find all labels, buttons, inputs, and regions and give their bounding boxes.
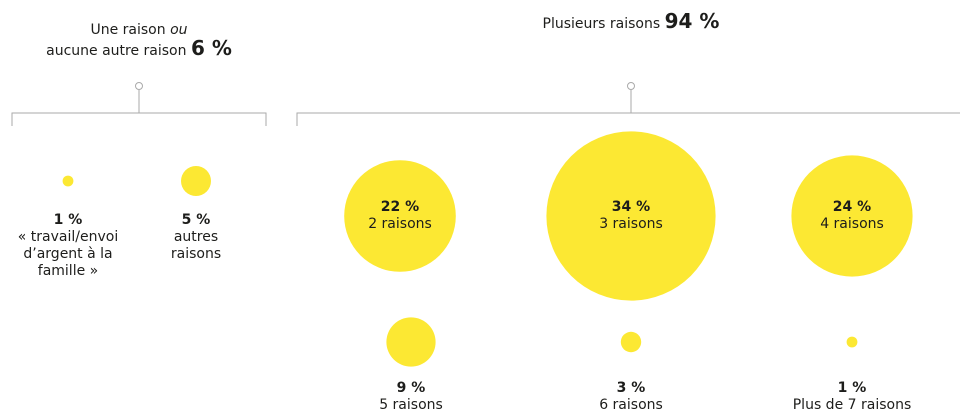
- bubble: [181, 166, 211, 196]
- value-label: 5 %: [181, 212, 211, 228]
- bubble-label: 34 % 3 raisons: [576, 199, 686, 233]
- bubble-label: 5 % autres raisons: [156, 212, 236, 263]
- bubble: [846, 336, 858, 348]
- bracket-node: [135, 82, 143, 90]
- value-label: 22 %: [380, 199, 420, 215]
- bubble: [344, 160, 456, 272]
- category-label: 5 raisons: [379, 397, 443, 413]
- group-share: 6 %: [190, 36, 232, 60]
- bubble-label: 9 % 5 raisons: [341, 380, 481, 414]
- group-share: 94 %: [664, 9, 720, 33]
- group-title: Plusieurs raisons 94 %: [542, 9, 720, 33]
- bubble: [62, 175, 74, 187]
- title-em: ou: [170, 22, 188, 38]
- bubble-label: 1 % « travail/envoi d’argent à la famille…: [8, 212, 128, 280]
- bubble: [791, 155, 913, 277]
- value-label: 34 %: [611, 199, 651, 215]
- title-text: aucune autre raison: [46, 43, 187, 59]
- bubble-label: 3 % 6 raisons: [561, 380, 701, 414]
- value-label: 9 %: [396, 380, 426, 396]
- bubble-label: 22 % 2 raisons: [345, 199, 455, 233]
- category-label: Plus de 7 raisons: [792, 397, 912, 413]
- bracket-node: [627, 82, 635, 90]
- category-label: « travail/envoi d’argent à la famille »: [17, 229, 119, 279]
- bubble: [620, 331, 642, 353]
- bubble: [386, 317, 436, 367]
- category-label: 6 raisons: [599, 397, 663, 413]
- bubble: [546, 131, 716, 301]
- category-label: 2 raisons: [368, 216, 432, 232]
- group-bracket: [296, 90, 960, 126]
- title-text: Plusieurs raisons: [542, 16, 661, 32]
- title-text: Une raison: [90, 22, 166, 38]
- bubble-label: 24 % 4 raisons: [797, 199, 907, 233]
- value-label: 1 %: [53, 212, 83, 228]
- value-label: 3 %: [616, 380, 646, 396]
- bubble-label: 1 % Plus de 7 raisons: [772, 380, 932, 414]
- group-title: Une raison ou aucune autre raison 6 %: [46, 21, 232, 60]
- value-label: 24 %: [832, 199, 872, 215]
- category-label: 3 raisons: [599, 216, 663, 232]
- group-bracket: [11, 90, 267, 126]
- category-label: autres raisons: [170, 229, 222, 262]
- value-label: 1 %: [837, 380, 867, 396]
- category-label: 4 raisons: [820, 216, 884, 232]
